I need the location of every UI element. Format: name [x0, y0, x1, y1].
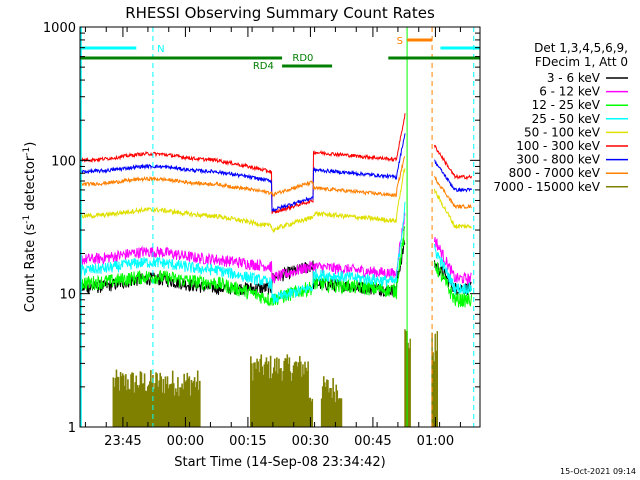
x-tick-label: 23:45 — [104, 434, 141, 449]
y-tick-label: 1000 — [43, 21, 76, 36]
saa-label: S — [397, 36, 403, 47]
y-axis: 1000 100 10 1 — [43, 21, 480, 436]
rd0-label: RD0 — [292, 53, 313, 64]
legend-label: 800 - 7000 keV — [509, 166, 601, 180]
y-axis-label: Count Rate (s-1 detector-1) — [22, 142, 38, 313]
series-line — [79, 201, 472, 304]
series-line — [79, 212, 472, 285]
legend-label: 12 - 25 keV — [532, 98, 601, 112]
x-tick-label: 00:45 — [354, 434, 391, 449]
series-line — [79, 225, 472, 308]
legend-label: 6 - 12 keV — [539, 85, 601, 99]
series-line — [79, 113, 472, 214]
x-tick-label: 00:00 — [167, 434, 204, 449]
chart-title: RHESSI Observing Summary Count Rates — [125, 4, 435, 22]
x-tick-label: 01:00 — [417, 434, 454, 449]
plot-frame — [79, 26, 481, 428]
y-tick-label: 100 — [51, 154, 76, 169]
timestamp: 15-Oct-2021 09:14 — [560, 467, 636, 476]
x-axis: 23:45 00:00 00:15 00:30 00:45 01:00 — [84, 27, 461, 449]
legend-header-1: Det 1,3,4,5,6,9, — [534, 41, 628, 55]
y-label-mid: detector — [23, 155, 38, 215]
series-line — [79, 156, 472, 210]
x-tick-label: 00:30 — [292, 434, 329, 449]
plot-area: N RD0 RD4 S — [79, 27, 480, 427]
legend-label: 100 - 300 keV — [516, 139, 600, 153]
y-label-sup1: -1 — [22, 215, 32, 224]
x-axis-label: Start Time (14-Sep-08 23:34:42) — [174, 455, 385, 470]
legend-label: 25 - 50 keV — [532, 112, 601, 126]
y-label-sup2: -1 — [22, 147, 32, 156]
legend-label: 50 - 100 keV — [524, 125, 601, 139]
legend-header-2: FDecim 1, Att 0 — [535, 55, 628, 69]
legend-label: 3 - 6 keV — [547, 71, 601, 85]
series-line — [79, 168, 472, 234]
y-tick-label: 10 — [59, 288, 76, 303]
rd4-label: RD4 — [253, 61, 274, 72]
x-tick-label: 00:15 — [229, 434, 266, 449]
series-line — [79, 133, 472, 213]
legend-label: 300 - 800 keV — [516, 153, 600, 167]
night-label: N — [157, 44, 164, 55]
y-label-end: ) — [23, 142, 38, 147]
legend-label: 7000 - 15000 keV — [493, 180, 600, 194]
y-tick-label: 1 — [68, 421, 76, 436]
y-label-main: Count Rate (s — [23, 224, 38, 313]
